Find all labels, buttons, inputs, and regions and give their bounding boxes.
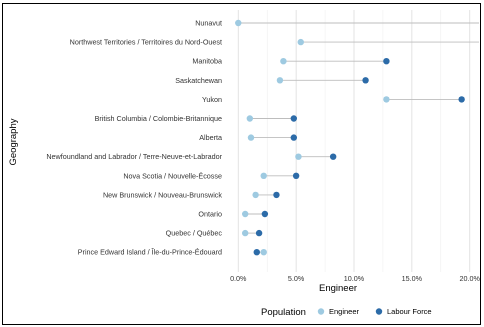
category-label-manitoba: Manitoba — [192, 57, 222, 66]
legend-title: Population — [261, 307, 306, 318]
labour-force-point — [383, 58, 390, 65]
engineer-point — [235, 19, 242, 27]
category-label-newfoundland-and-labrador-terre-neuve-et-labrador: Newfoundland and Labrador / Terre-Neuve-… — [46, 152, 222, 161]
labour-force-point — [329, 153, 337, 160]
engineer-point — [247, 134, 255, 141]
labour-force-point — [290, 134, 298, 141]
x-tick-label: 10.0% — [344, 274, 365, 283]
x-tick-label: 20.0% — [460, 274, 481, 283]
category-label-prince-edward-island-ile-du-prince-edouard: Prince Edward Island / Île-du-Prince-Édo… — [78, 248, 222, 257]
engineer-point — [242, 229, 249, 237]
engineer-point — [260, 172, 267, 179]
engineer-point — [246, 115, 254, 122]
engineer-point — [276, 77, 284, 84]
labour-force-point — [292, 172, 300, 179]
category-label-alberta: Alberta — [199, 133, 222, 142]
legend-labour-force-label: Labour Force — [387, 307, 432, 316]
category-labels: Nunavut Northwest Territories / Territoir… — [46, 19, 222, 257]
connector-lines — [238, 22, 479, 253]
category-label-ontario: Ontario — [198, 210, 222, 219]
engineer-point — [252, 191, 259, 199]
x-tick-labels: 0.0% 5.0% 10.0% 15.0% 20.0% — [230, 274, 480, 283]
labour-force-point — [255, 229, 263, 237]
legend-engineer-label: Engineer — [329, 307, 360, 316]
legend-engineer-marker — [317, 308, 325, 315]
engineer-point — [297, 38, 304, 46]
category-label-northwest-territories-territoires-du-nord-ouest: Northwest Territories / Territoires du N… — [70, 38, 222, 47]
category-label-new-brunswick-nouveau-brunswick: New Brunswick / Nouveau-Brunswick — [103, 190, 222, 199]
category-label-quebec-quebec: Quebec / Québec — [166, 229, 223, 238]
category-label-nunavut: Nunavut — [195, 19, 222, 28]
legend: Population Engineer Labour Force — [261, 307, 432, 318]
chart-frame: Nunavut Northwest Territories / Territoir… — [2, 3, 481, 325]
labour-force-point — [273, 191, 280, 199]
x-tick-label: 15.0% — [402, 274, 423, 283]
engineer-point — [383, 96, 390, 103]
data-points — [235, 19, 465, 256]
y-axis-title: Geography — [8, 118, 19, 165]
category-label-saskatchewan: Saskatchewan — [175, 76, 222, 85]
x-tick-label: 0.0% — [230, 274, 247, 283]
category-label-british-columbia-colombie-britannique: British Columbia / Colombie-Britannique — [95, 114, 222, 123]
labour-force-point — [253, 249, 260, 256]
engineer-point — [280, 58, 287, 65]
category-label-yukon: Yukon — [202, 95, 222, 104]
legend-labour-force-marker — [375, 308, 383, 315]
labour-force-point — [261, 210, 269, 218]
grid-lines — [237, 10, 471, 272]
engineer-point — [295, 153, 302, 160]
engineer-point — [260, 249, 267, 256]
x-tick-label: 5.0% — [288, 274, 305, 283]
x-axis-title: Engineer — [319, 283, 357, 294]
labour-force-point — [362, 77, 369, 84]
category-label-nova-scotia-nouvelle-ecosse: Nova Scotia / Nouvelle-Écosse — [123, 171, 222, 180]
engineer-point — [242, 210, 249, 218]
dumbbell-chart: Nunavut Northwest Territories / Territoir… — [8, 10, 481, 318]
labour-force-point — [290, 115, 298, 122]
labour-force-point — [458, 96, 465, 103]
